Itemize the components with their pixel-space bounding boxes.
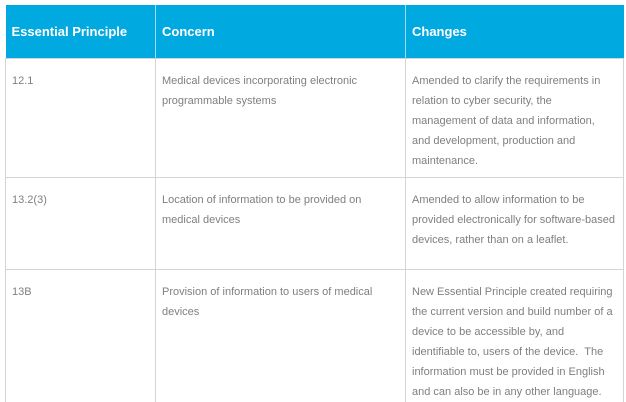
table-row: 12.1 Medical devices incorporating elect… (5, 58, 624, 178)
cell-concern: Medical devices incorporating electronic… (155, 58, 406, 178)
cell-principle: 13B (5, 269, 156, 402)
cell-changes: Amended to clarify the requirements in r… (405, 58, 624, 178)
cell-principle: 13.2(3) (5, 177, 156, 270)
cell-concern: Location of information to be provided o… (155, 177, 406, 270)
cell-concern: Provision of information to users of med… (155, 269, 406, 402)
cell-principle: 12.1 (5, 58, 156, 178)
column-header-essential-principle: Essential Principle (5, 5, 156, 59)
column-header-concern: Concern (155, 5, 406, 59)
table-row: 13B Provision of information to users of… (5, 269, 624, 402)
column-header-changes: Changes (405, 5, 624, 59)
table-row: 13.2(3) Location of information to be pr… (5, 177, 624, 270)
essential-principles-table: Essential Principle Concern Changes 12.1… (5, 5, 624, 402)
cell-changes: New Essential Principle created requirin… (405, 269, 624, 402)
header-row: Essential Principle Concern Changes (5, 5, 624, 59)
cell-changes: Amended to allow information to be provi… (405, 177, 624, 270)
